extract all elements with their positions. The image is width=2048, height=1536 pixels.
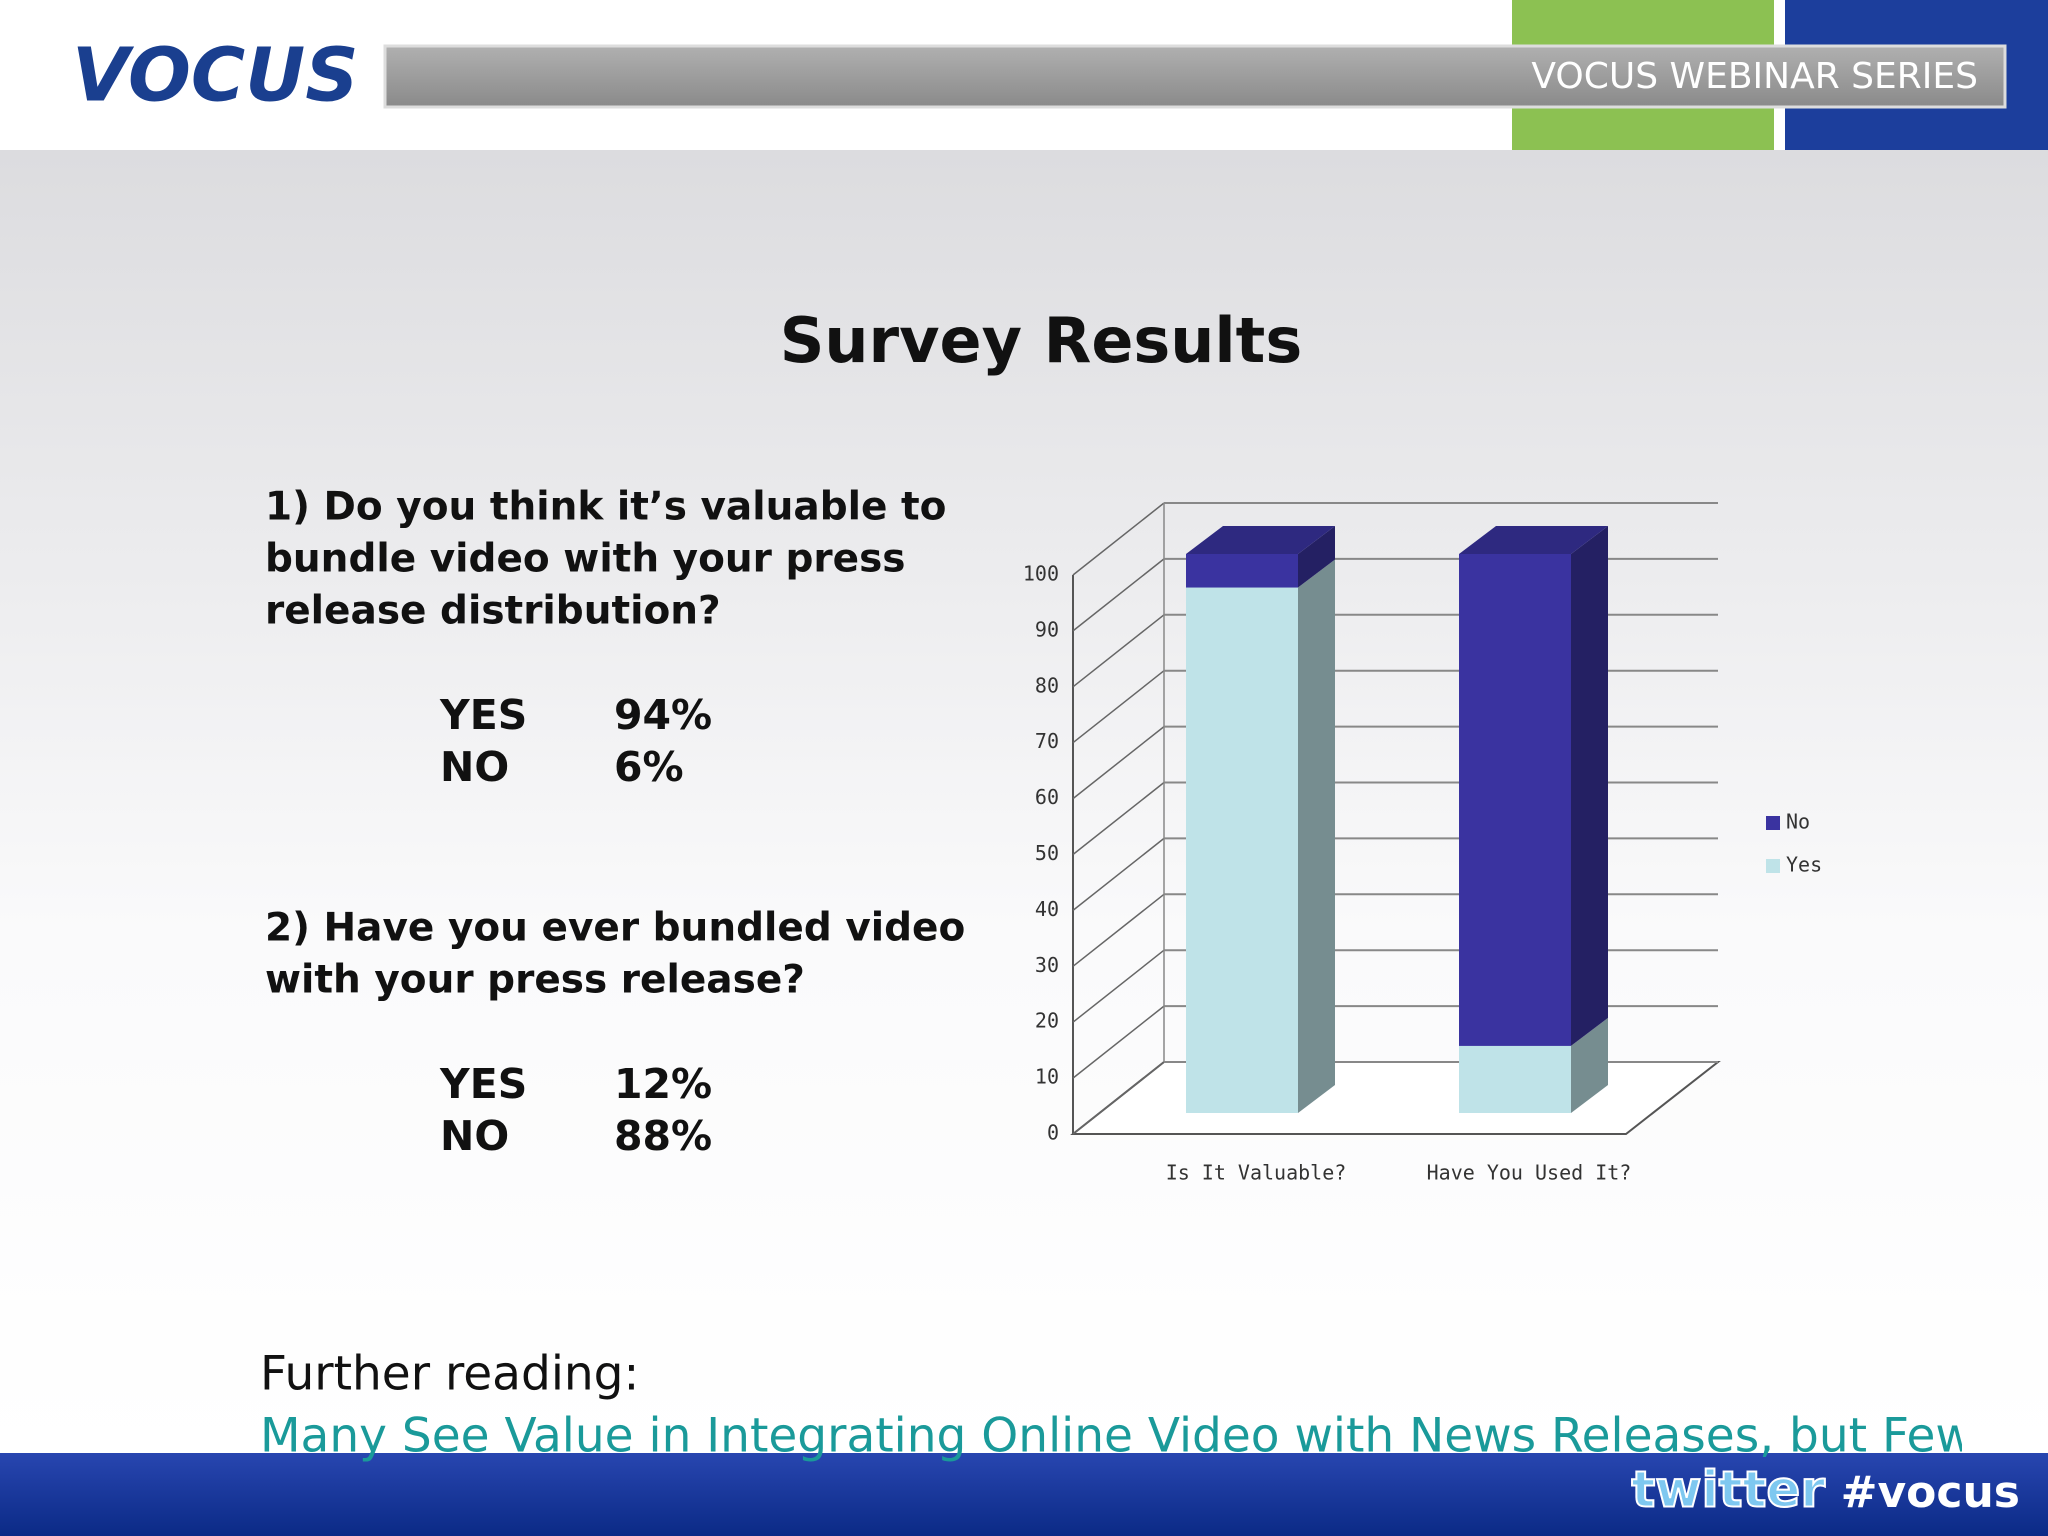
grid-line-side: [1072, 614, 1165, 688]
legend-label: Yes: [1786, 853, 1822, 877]
y-tick-label: 20: [1035, 1009, 1059, 1033]
x-tick-label: Have You Used It?: [1427, 1161, 1632, 1185]
grid-line-side: [1072, 502, 1165, 576]
question-line: release distribution?: [265, 589, 721, 634]
bar: [1459, 554, 1571, 1046]
legend-swatch: [1766, 816, 1780, 830]
grid-line-side: [1072, 781, 1165, 856]
grid-line-side: [1072, 949, 1165, 1023]
answer-label: NO: [440, 1112, 509, 1160]
grid-line-side: [1072, 1061, 1165, 1135]
floor: [1070, 1061, 1721, 1135]
question-line: 2) Have you ever bundled video: [265, 906, 965, 951]
answer-label: YES: [439, 691, 527, 739]
grid-line-side: [1072, 670, 1165, 744]
y-tick-label: 30: [1035, 953, 1059, 977]
answer-value: 6%: [614, 743, 684, 791]
grid-line-side: [1072, 893, 1165, 967]
question-line: bundle video with your press: [265, 537, 906, 582]
question-line: with your press release?: [265, 958, 805, 1003]
answer-value: 94%: [614, 691, 712, 739]
grid-line-side: [1072, 1005, 1165, 1079]
y-tick-label: 10: [1035, 1065, 1059, 1089]
further-reading: Further reading:: [260, 1347, 639, 1402]
series-bar: [383, 44, 2007, 109]
bar-top: [1459, 526, 1608, 554]
grid-line-side: [1072, 726, 1165, 800]
twitter-logo: twitter: [1631, 1461, 1825, 1519]
x-tick-label: Is It Valuable?: [1166, 1161, 1347, 1185]
bar: [1186, 554, 1298, 588]
answer-value: 88%: [614, 1112, 712, 1160]
answer-value: 12%: [614, 1060, 712, 1108]
y-tick-label: 60: [1035, 785, 1059, 809]
article-link[interactable]: Many See Value in Integrating Online Vid…: [260, 1409, 2003, 1464]
legend-swatch: [1766, 859, 1780, 873]
y-tick-label: 90: [1035, 617, 1059, 641]
y-tick-label: 70: [1035, 729, 1059, 753]
bar-top: [1186, 526, 1335, 554]
question-line: 1) Do you think it’s valuable to: [265, 485, 946, 530]
slide-title: Survey Results: [780, 304, 1302, 377]
hashtag: #vocus: [1841, 1467, 2020, 1518]
y-tick-label: 80: [1035, 673, 1059, 697]
grid-line-side: [1072, 837, 1165, 911]
y-tick-label: 40: [1035, 897, 1059, 921]
legend-label: No: [1786, 810, 1810, 834]
bar-side: [1571, 526, 1608, 1046]
grid-line-side: [1072, 558, 1165, 632]
series-title: VOCUS WEBINAR SERIES: [1531, 56, 1978, 97]
bar-side: [1571, 1017, 1608, 1113]
bar-side: [1298, 526, 1335, 588]
y-tick-label: 100: [1023, 562, 1059, 586]
answer-label: YES: [439, 1060, 527, 1108]
bar: [1186, 587, 1298, 1113]
chart: 0 10 20 30 40 50 60 70 80 90 100 Is It Valuable? Hav…: [1023, 502, 1822, 1185]
footer: [0, 1453, 2048, 1536]
answer-label: NO: [440, 743, 509, 791]
slide-background: [0, 150, 2048, 1453]
bar: [1459, 1045, 1571, 1113]
logo: VOCUS: [72, 33, 359, 119]
y-tick-label: 0: [1047, 1121, 1059, 1145]
y-tick-label: 50: [1035, 841, 1059, 865]
bar-side: [1298, 559, 1335, 1113]
questions: 1) Do you think it’s valuable to bundle v…: [265, 485, 965, 1161]
